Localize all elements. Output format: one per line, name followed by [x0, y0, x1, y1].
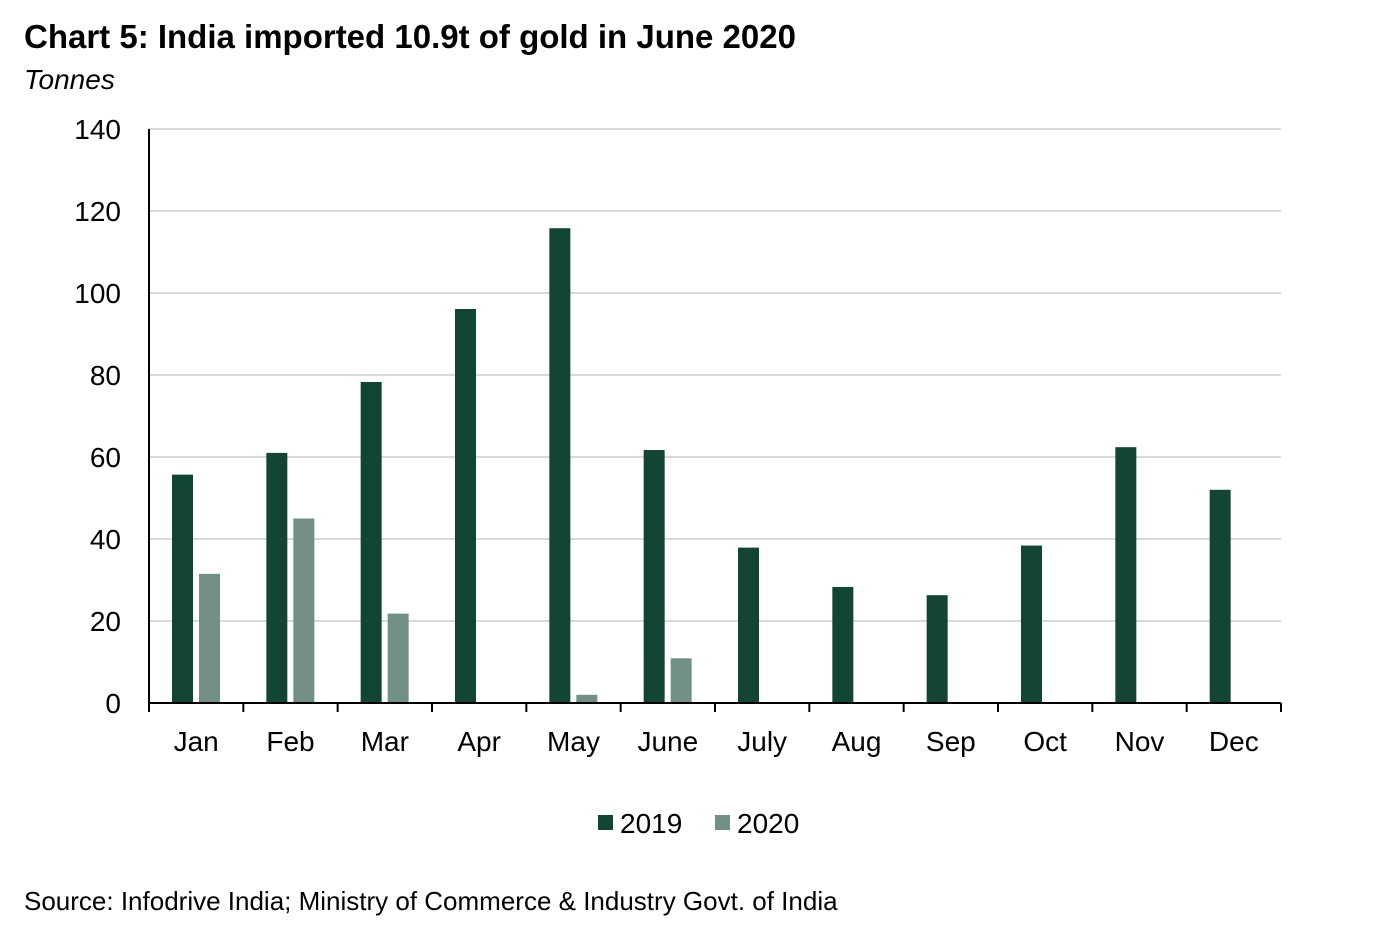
legend-label-2019: 2019 [620, 808, 682, 839]
y-tick-label: 0 [105, 688, 121, 719]
axes [148, 129, 1282, 712]
x-tick-label: June [637, 726, 698, 757]
y-tick-label: 140 [74, 114, 121, 145]
y-tick-label: 20 [90, 606, 121, 637]
x-tick-label: Feb [266, 726, 314, 757]
x-tick-label: Nov [1115, 726, 1165, 757]
y-tick-label: 120 [74, 196, 121, 227]
bar-2020-may [576, 694, 598, 703]
bar-2019-jan [172, 474, 193, 703]
bar-2020-jan [199, 573, 220, 703]
x-tick-label: July [737, 726, 787, 757]
legend-label-2020: 2020 [737, 808, 799, 839]
bar-2019-apr [455, 308, 476, 703]
bar-2019-may [549, 228, 571, 703]
bar-2020-june [670, 658, 692, 703]
bar-2019-oct [1021, 545, 1042, 703]
bar-2019-aug [832, 586, 854, 703]
legend-swatch-2019 [598, 815, 613, 830]
bar-2019-june [643, 450, 665, 703]
x-tick-label: Dec [1209, 726, 1259, 757]
gridlines [149, 128, 1281, 622]
y-tick-label: 40 [90, 524, 121, 555]
bar-2019-sep [926, 595, 948, 703]
bars [172, 228, 1231, 703]
x-tick-label: Jan [174, 726, 219, 757]
bar-2020-feb [293, 518, 315, 703]
y-tick-label: 100 [74, 278, 121, 309]
y-tick-label: 80 [90, 360, 121, 391]
bar-2020-mar [387, 613, 409, 703]
tick-labels: 0 20 40 60 80 100 120 140 Jan Feb Mar Apr May June Jul… [74, 114, 1258, 757]
source-note: Source: Infodrive India; Ministry of Com… [24, 886, 838, 916]
x-tick-label: Aug [832, 726, 882, 757]
y-tick-label: 60 [90, 442, 121, 473]
x-tick-label: Oct [1023, 726, 1067, 757]
x-tick-label: May [547, 726, 600, 757]
legend: 2019 2020 [598, 808, 799, 839]
x-tick-label: Mar [361, 726, 409, 757]
bar-chart: 0 20 40 60 80 100 120 140 Jan Feb Mar Apr May June Jul… [74, 114, 1282, 839]
bar-2019-dec [1209, 489, 1231, 703]
x-tick-label: Sep [926, 726, 976, 757]
bar-2019-july [738, 547, 759, 703]
chart-subtitle: Tonnes [24, 64, 115, 95]
bar-2019-nov [1115, 447, 1137, 703]
legend-swatch-2020 [715, 815, 730, 830]
bar-2019-feb [266, 452, 288, 703]
chart-title: Chart 5: India imported 10.9t of gold in… [24, 18, 796, 55]
x-tick-label: Apr [457, 726, 501, 757]
bar-2019-mar [360, 381, 382, 703]
